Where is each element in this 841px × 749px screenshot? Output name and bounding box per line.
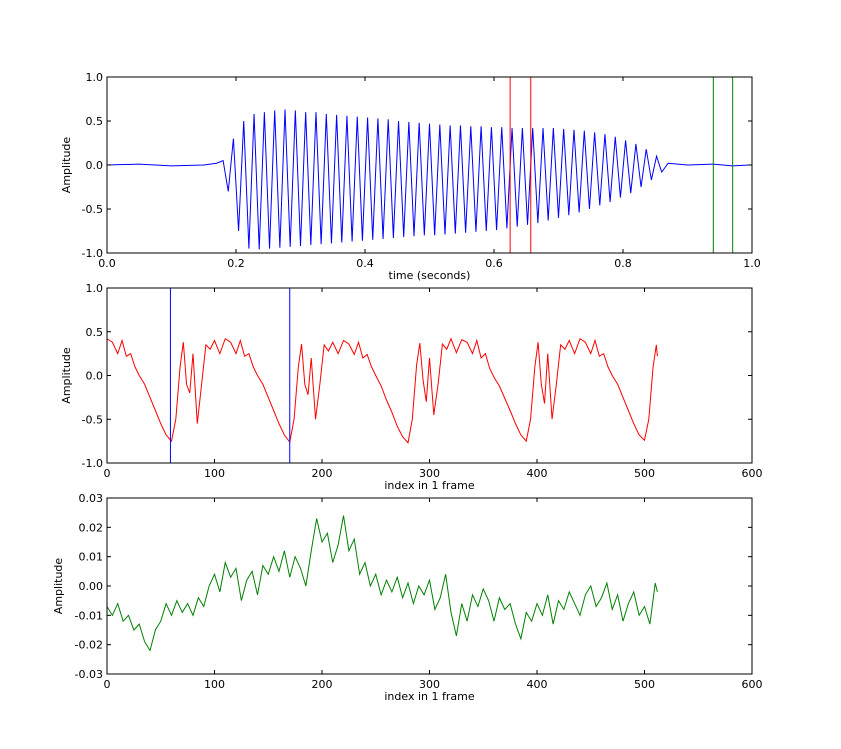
y-tick-label: 0.00 <box>79 580 104 593</box>
y-tick-label: 0.0 <box>86 370 104 383</box>
y-tick-label: 0.0 <box>86 159 104 172</box>
x-tick-label: 600 <box>742 678 763 691</box>
x-tick-label: 0.2 <box>227 257 245 270</box>
series-line <box>106 515 658 652</box>
x-axis-label: index in 1 frame <box>384 690 474 703</box>
x-tick-label: 300 <box>419 467 440 480</box>
x-tick-label: 500 <box>634 467 655 480</box>
y-tick-label: 0.02 <box>79 521 104 534</box>
x-tick-label: 500 <box>634 678 655 691</box>
x-tick-label: 0.6 <box>485 257 503 270</box>
y-tick-label: -0.03 <box>75 668 103 681</box>
x-tick-label: 0.4 <box>356 257 374 270</box>
y-tick-label: -0.5 <box>82 203 103 216</box>
y-tick-label: 0.01 <box>79 551 104 564</box>
y-tick-label: 0.03 <box>79 492 104 505</box>
x-tick-label: 0.8 <box>614 257 632 270</box>
x-tick-label: 300 <box>419 678 440 691</box>
y-tick-label: -0.02 <box>75 639 103 652</box>
y-tick-label: -0.01 <box>75 609 103 622</box>
y-tick-label: -1.0 <box>82 247 103 260</box>
x-tick-label: 0 <box>104 678 111 691</box>
y-tick-label: 0.5 <box>86 326 104 339</box>
series-line <box>106 337 658 444</box>
y-tick-label: -1.0 <box>82 457 103 470</box>
y-axis-label: Amplitude <box>60 347 73 404</box>
x-axis-label: time (seconds) <box>389 269 471 282</box>
y-axis-label: Amplitude <box>60 137 73 194</box>
x-tick-label: 100 <box>204 467 225 480</box>
x-tick-label: 400 <box>527 467 548 480</box>
x-tick-label: 400 <box>527 678 548 691</box>
x-axis-label: index in 1 frame <box>384 479 474 492</box>
x-tick-label: 600 <box>742 467 763 480</box>
x-tick-label: 200 <box>312 678 333 691</box>
y-axis-label: Amplitude <box>52 558 65 615</box>
x-tick-label: 200 <box>312 467 333 480</box>
y-tick-label: -0.5 <box>82 413 103 426</box>
x-tick-label: 100 <box>204 678 225 691</box>
x-tick-label: 0.0 <box>98 257 116 270</box>
plot-background <box>107 288 752 463</box>
y-tick-label: 1.0 <box>86 282 104 295</box>
y-tick-label: 1.0 <box>86 71 104 84</box>
plot-background <box>107 498 752 674</box>
series-line <box>106 109 749 250</box>
x-tick-label: 1.0 <box>743 257 761 270</box>
y-tick-label: 0.5 <box>86 115 104 128</box>
x-tick-label: 0 <box>104 467 111 480</box>
